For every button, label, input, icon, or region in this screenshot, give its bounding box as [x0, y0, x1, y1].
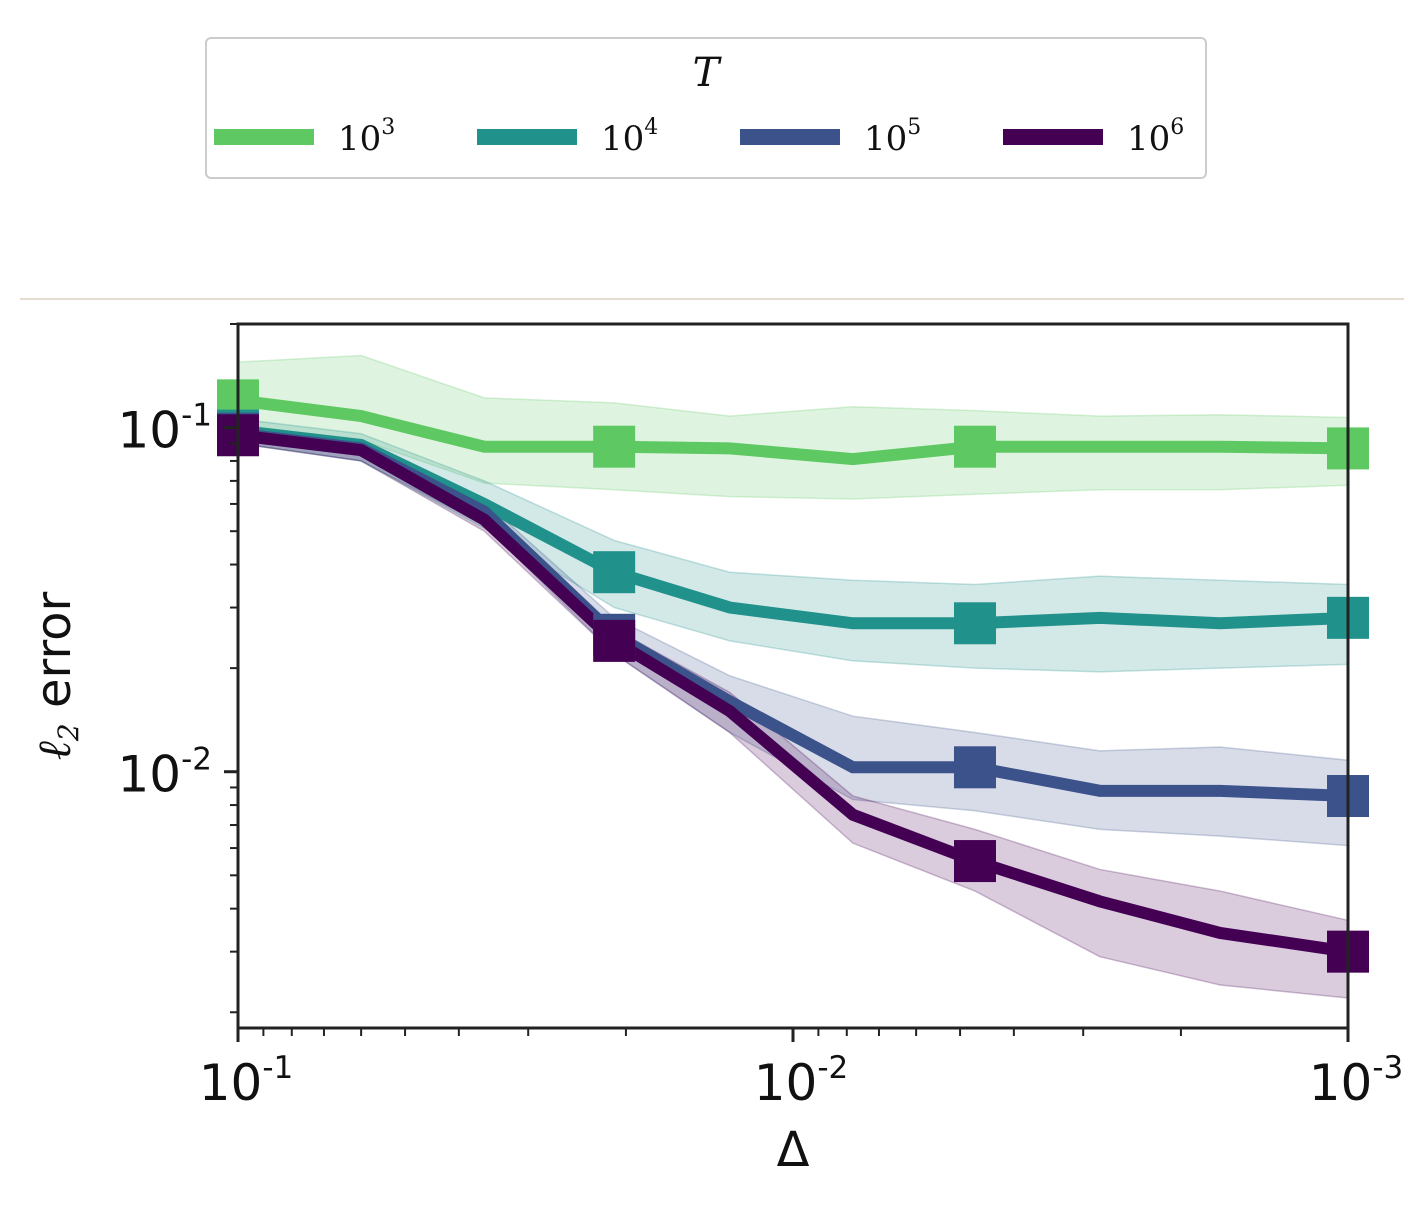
- y-axis-label-text: error: [26, 592, 82, 724]
- marker-point: [593, 619, 636, 662]
- x-tick-label: 10-1: [199, 1050, 294, 1112]
- legend-item-T-10^3: 103: [214, 115, 395, 159]
- marker-point: [593, 425, 636, 468]
- marker-point: [953, 602, 996, 645]
- axis-tick-labels: 10-1 10-2 10-3 10-1 10-2: [117, 398, 1403, 1112]
- legend-label: 105: [864, 115, 921, 159]
- marker-point: [953, 840, 996, 883]
- legend-entries: 103 104 105 106: [214, 115, 1184, 159]
- y-axis-label: ℓ2 error: [26, 592, 85, 761]
- x-tick-label: 10-2: [754, 1050, 849, 1112]
- legend-item-T-10^4: 104: [477, 115, 658, 159]
- x-tick-label: 10-3: [1309, 1050, 1404, 1112]
- line-T-10^6: [237, 429, 1349, 958]
- legend-label: 104: [601, 115, 658, 159]
- legend-label: 103: [338, 115, 395, 159]
- axis-ticks: [224, 323, 1350, 1042]
- legend-label: 106: [1127, 115, 1184, 159]
- legend-title: T: [693, 50, 723, 96]
- y-tick-label: 10-1: [117, 398, 212, 460]
- legend: T 103 104 105 106: [205, 37, 1207, 179]
- marker-point: [953, 425, 996, 468]
- y-axis-label-subscript: 2: [52, 723, 85, 742]
- marker-point: [953, 746, 996, 789]
- y-axis-label-ell: ℓ: [27, 740, 81, 760]
- legend-item-T-10^5: 105: [740, 115, 921, 159]
- y-tick-label: 10-2: [117, 742, 212, 804]
- x-axis-label: Δ: [777, 1122, 810, 1178]
- line-T-10^3: [237, 394, 1349, 466]
- series-lines: [237, 394, 1349, 958]
- marker-point: [593, 551, 636, 594]
- legend-item-T-10^6: 106: [1003, 115, 1184, 159]
- plot-area: 10-1 10-2 10-3 10-1 10-2: [117, 322, 1403, 1112]
- legend-box: [205, 37, 1207, 179]
